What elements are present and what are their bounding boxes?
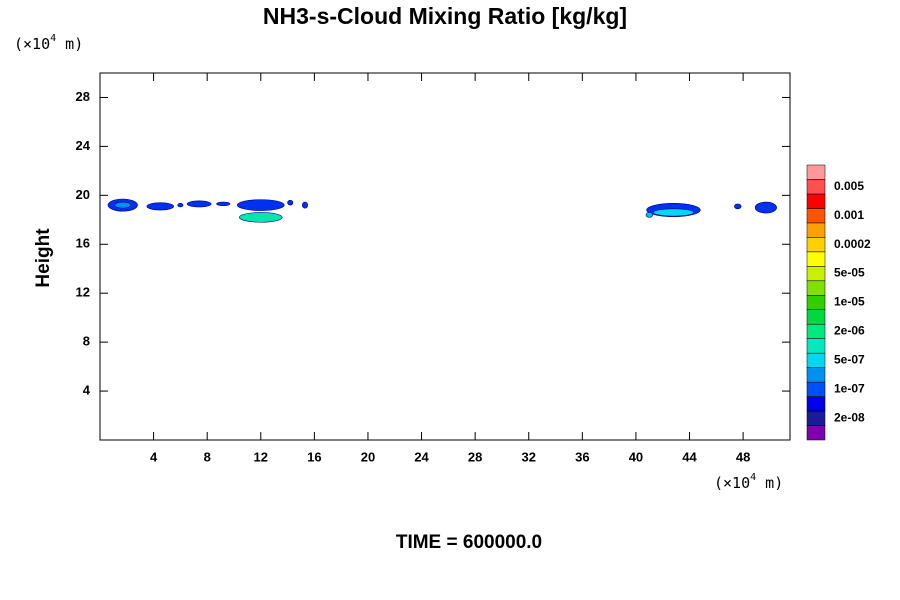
x-tick-label: 44 — [682, 449, 697, 464]
colorbar-label: 5e-07 — [834, 353, 865, 367]
contour-region — [645, 212, 653, 218]
contour-region — [302, 201, 308, 209]
colorbar-swatch — [806, 381, 826, 397]
colorbar-swatch — [806, 396, 826, 412]
y-tick-label: 4 — [83, 383, 91, 398]
x-tick-label: 28 — [468, 449, 482, 464]
colorbar-swatch — [806, 309, 826, 325]
colorbar-swatch — [806, 280, 826, 296]
plot-frame — [99, 72, 791, 441]
colorbar-label: 0.005 — [834, 179, 864, 193]
y-tick-label: 24 — [76, 138, 91, 153]
y-unit-rest: m) — [56, 35, 83, 53]
y-unit-exp: 4 — [50, 33, 56, 44]
x-tick-label: 8 — [204, 449, 211, 464]
colorbar-label: 0.0002 — [834, 237, 871, 251]
x-tick-label: 16 — [307, 449, 321, 464]
y-tick-label: 8 — [83, 334, 90, 349]
contour-region — [146, 202, 174, 211]
colorbar-swatch — [806, 338, 826, 354]
x-unit-rest: m) — [756, 474, 783, 492]
x-unit-base: (×10 — [714, 474, 750, 492]
y-unit: (×104 m) — [14, 33, 83, 53]
colorbar-swatch — [806, 222, 826, 238]
x-tick-label: 36 — [575, 449, 589, 464]
x-tick-label: 40 — [629, 449, 643, 464]
colorbar-swatch — [806, 179, 826, 195]
colorbar-swatch — [806, 352, 826, 368]
colorbar-label: 1e-07 — [834, 382, 865, 396]
colorbar-label: 2e-06 — [834, 324, 865, 338]
contour-region — [239, 212, 283, 223]
colorbar-swatch — [806, 323, 826, 339]
x-unit-exp: 4 — [750, 472, 756, 483]
colorbar-swatch — [806, 410, 826, 426]
x-tick-label: 20 — [361, 449, 375, 464]
contour-region — [653, 208, 694, 217]
x-tick-label: 12 — [254, 449, 268, 464]
y-tick-label: 12 — [76, 285, 90, 300]
x-unit: (×104 m) — [714, 472, 783, 492]
colorbar-swatch — [806, 164, 826, 180]
colorbar-swatch — [806, 266, 826, 282]
colorbar-label: 5e-05 — [834, 266, 865, 280]
colorbar-label: 1e-05 — [834, 295, 865, 309]
contour-region — [734, 203, 742, 210]
contour-region — [177, 202, 184, 208]
contour-region — [237, 199, 285, 211]
colorbar-swatch — [806, 251, 826, 267]
colorbar-swatch — [806, 193, 826, 209]
contour-region — [114, 201, 132, 209]
x-tick-label: 4 — [150, 449, 158, 464]
colorbar-label: 0.001 — [834, 208, 864, 222]
colorbar-swatch — [806, 367, 826, 383]
contour-region — [754, 201, 777, 214]
contour-region — [216, 201, 231, 207]
contour-region — [186, 200, 212, 208]
time-label: TIME = 600000.0 — [396, 532, 542, 553]
colorbar-swatch — [806, 237, 826, 253]
y-tick-label: 20 — [76, 187, 90, 202]
colorbar-label: 2e-08 — [834, 410, 865, 424]
y-unit-base: (×10 — [14, 35, 50, 53]
contour-region — [287, 199, 294, 206]
x-tick-label: 24 — [414, 449, 429, 464]
colorbar-swatch — [806, 208, 826, 224]
y-tick-label: 28 — [76, 89, 90, 104]
colorbar-swatch — [806, 295, 826, 310]
y-tick-label: 16 — [76, 236, 90, 251]
chart-title: NH3-s-Cloud Mixing Ratio [kg/kg] — [263, 3, 627, 29]
y-axis-label: Height — [33, 228, 54, 288]
x-tick-label: 32 — [522, 449, 536, 464]
colorbar-swatch — [806, 425, 826, 441]
x-tick-label: 48 — [736, 449, 750, 464]
